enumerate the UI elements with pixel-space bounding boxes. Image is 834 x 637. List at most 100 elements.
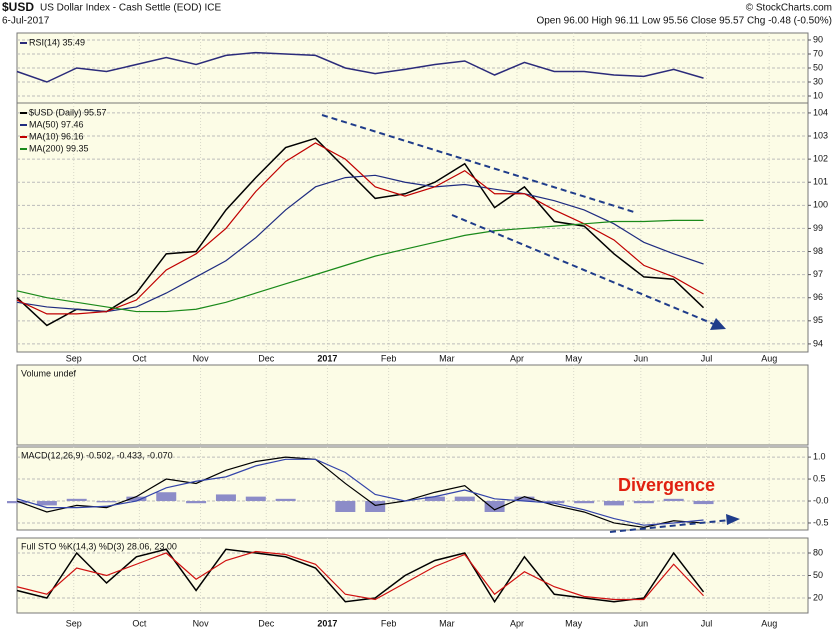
y-tick-label: 103	[813, 130, 828, 140]
histogram-bar	[7, 501, 27, 504]
panel	[16, 364, 809, 446]
trend-line	[321, 114, 635, 213]
x-tick-label: Sep	[66, 353, 82, 363]
date: 6-Jul-2017	[2, 16, 50, 27]
panel-title: Volume undef	[21, 368, 77, 378]
x-tick-label: May	[565, 618, 583, 628]
x-tick-label: Dec	[258, 618, 275, 628]
histogram-bar	[245, 496, 266, 502]
panel	[16, 102, 809, 353]
legend-label: $USD (Daily) 95.57	[29, 107, 107, 117]
x-tick-label: Apr	[510, 618, 524, 628]
histogram-bar	[275, 498, 296, 502]
y-tick-label: 98	[813, 246, 823, 256]
y-tick-label: 95	[813, 315, 823, 325]
histogram-bar	[424, 496, 445, 502]
legend-label: RSI(14) 35.49	[29, 37, 85, 47]
histogram-bar	[335, 501, 356, 512]
y-tick-label: 0.5	[813, 473, 826, 483]
annotations	[321, 114, 740, 533]
histogram-bar	[454, 496, 475, 502]
x-tick-label: Mar	[439, 353, 455, 363]
y-tick-label: 101	[813, 177, 828, 187]
histogram-bar	[544, 501, 565, 504]
y-tick-label: -0.5	[813, 517, 829, 527]
panel	[16, 446, 809, 531]
quote: Open 96.00 High 96.11 Low 95.56 Close 95…	[536, 16, 832, 27]
y-tick-label: 97	[813, 269, 823, 279]
y-tick-label: 94	[813, 338, 823, 348]
instrument-name: US Dollar Index - Cash Settle (EOD) ICE	[40, 3, 221, 14]
histogram-bar	[514, 496, 535, 502]
series-line	[16, 548, 705, 604]
histogram-bar	[215, 494, 236, 502]
x-tick-label: Apr	[510, 353, 524, 363]
x-tick-label: Jun	[634, 618, 649, 628]
legend-label: MA(10) 96.16	[29, 131, 84, 141]
y-tick-label: 70	[813, 48, 823, 58]
y-tick-label: 50	[813, 570, 823, 580]
x-tick-label: Jun	[634, 353, 649, 363]
y-tick-label: 100	[813, 200, 828, 210]
x-tick-label: Aug	[761, 353, 777, 363]
arrow-head	[726, 514, 740, 525]
x-tick-label: 2017	[317, 353, 337, 363]
series-line	[16, 550, 704, 601]
y-tick-label: 96	[813, 292, 823, 302]
arrow-head	[710, 318, 726, 330]
x-tick-label: Nov	[193, 353, 210, 363]
x-tick-label: Nov	[193, 618, 210, 628]
y-tick-label: 30	[813, 76, 823, 86]
histogram-bar	[96, 501, 117, 503]
histogram-bar	[66, 498, 87, 502]
y-tick-label: 80	[813, 547, 823, 557]
x-tick-label: Oct	[132, 618, 147, 628]
y-tick-label: 10	[813, 90, 823, 100]
histogram-bar	[574, 501, 595, 504]
y-tick-label: -0.0	[813, 495, 829, 505]
trend-line	[451, 214, 717, 326]
y-tick-label: 1.0	[813, 451, 826, 461]
source: © StockCharts.com	[746, 3, 832, 14]
series-line	[16, 51, 704, 83]
histogram-bar	[186, 501, 207, 504]
trend-line	[609, 519, 731, 533]
x-tick-label: Mar	[439, 618, 455, 628]
y-tick-label: 90	[813, 34, 823, 44]
legend-label: MA(200) 99.35	[29, 143, 89, 153]
y-tick-label: 20	[813, 592, 823, 602]
x-tick-label: May	[565, 353, 583, 363]
y-tick-label: 99	[813, 223, 823, 233]
annotation: Divergence	[618, 475, 715, 495]
histogram-bar	[603, 501, 624, 506]
y-tick-label: 104	[813, 107, 828, 117]
histogram-bar	[156, 492, 177, 502]
series-line	[16, 137, 705, 327]
series-line	[16, 219, 704, 313]
x-tick-label: Sep	[66, 618, 82, 628]
histogram-bar	[36, 501, 57, 506]
x-tick-label: Aug	[761, 618, 777, 628]
histogram-bar	[693, 501, 714, 505]
histogram-bar	[663, 498, 684, 502]
x-tick-label: 2017	[317, 618, 337, 628]
panel-title: MACD(12,26,9) -0.502, -0.433, -0.070	[21, 450, 173, 460]
symbol: $USD	[2, 0, 34, 14]
y-tick-label: 50	[813, 62, 823, 72]
histogram-bar	[126, 496, 147, 502]
series-line	[16, 456, 704, 528]
x-tick-label: Oct	[132, 353, 147, 363]
histogram-bar	[633, 501, 654, 504]
legend-label: MA(50) 97.46	[29, 119, 84, 129]
histogram-bar	[365, 501, 386, 512]
histogram-bar	[484, 501, 505, 512]
x-tick-label: Feb	[381, 618, 397, 628]
y-tick-label: 102	[813, 154, 828, 164]
series-line	[16, 142, 704, 315]
series-line	[16, 458, 704, 526]
x-tick-label: Feb	[381, 353, 397, 363]
x-tick-label: Jul	[701, 353, 713, 363]
x-tick-label: Dec	[258, 353, 275, 363]
panel-title: Full STO %K(14,3) %D(3) 28.06, 23.00	[21, 541, 177, 551]
